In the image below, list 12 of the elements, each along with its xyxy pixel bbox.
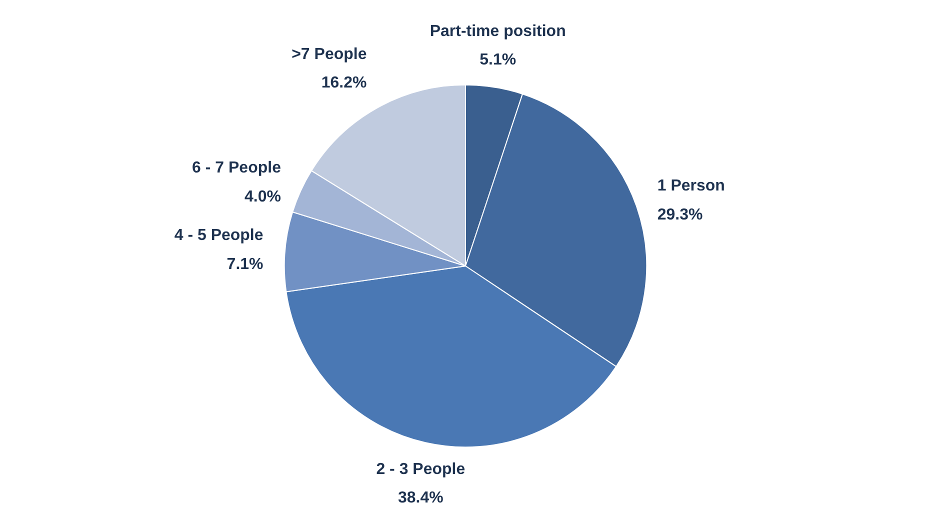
slice-label: 6 - 7 People xyxy=(192,160,282,177)
slice-label: >7 People xyxy=(292,46,367,63)
data-label: 5.1% xyxy=(480,52,516,69)
data-label: 38.4% xyxy=(398,490,444,507)
data-label: 29.3% xyxy=(657,206,703,224)
slice-label: 1 Person xyxy=(657,178,725,195)
data-label: 7.1% xyxy=(226,256,264,273)
slice-label: 2 - 3 People xyxy=(376,460,466,478)
slice-label: 4 - 5 People xyxy=(174,227,264,244)
data-label: 16.2% xyxy=(321,74,367,92)
slice-label: Part-time position xyxy=(430,22,566,40)
data-label: 4.0% xyxy=(244,188,281,206)
